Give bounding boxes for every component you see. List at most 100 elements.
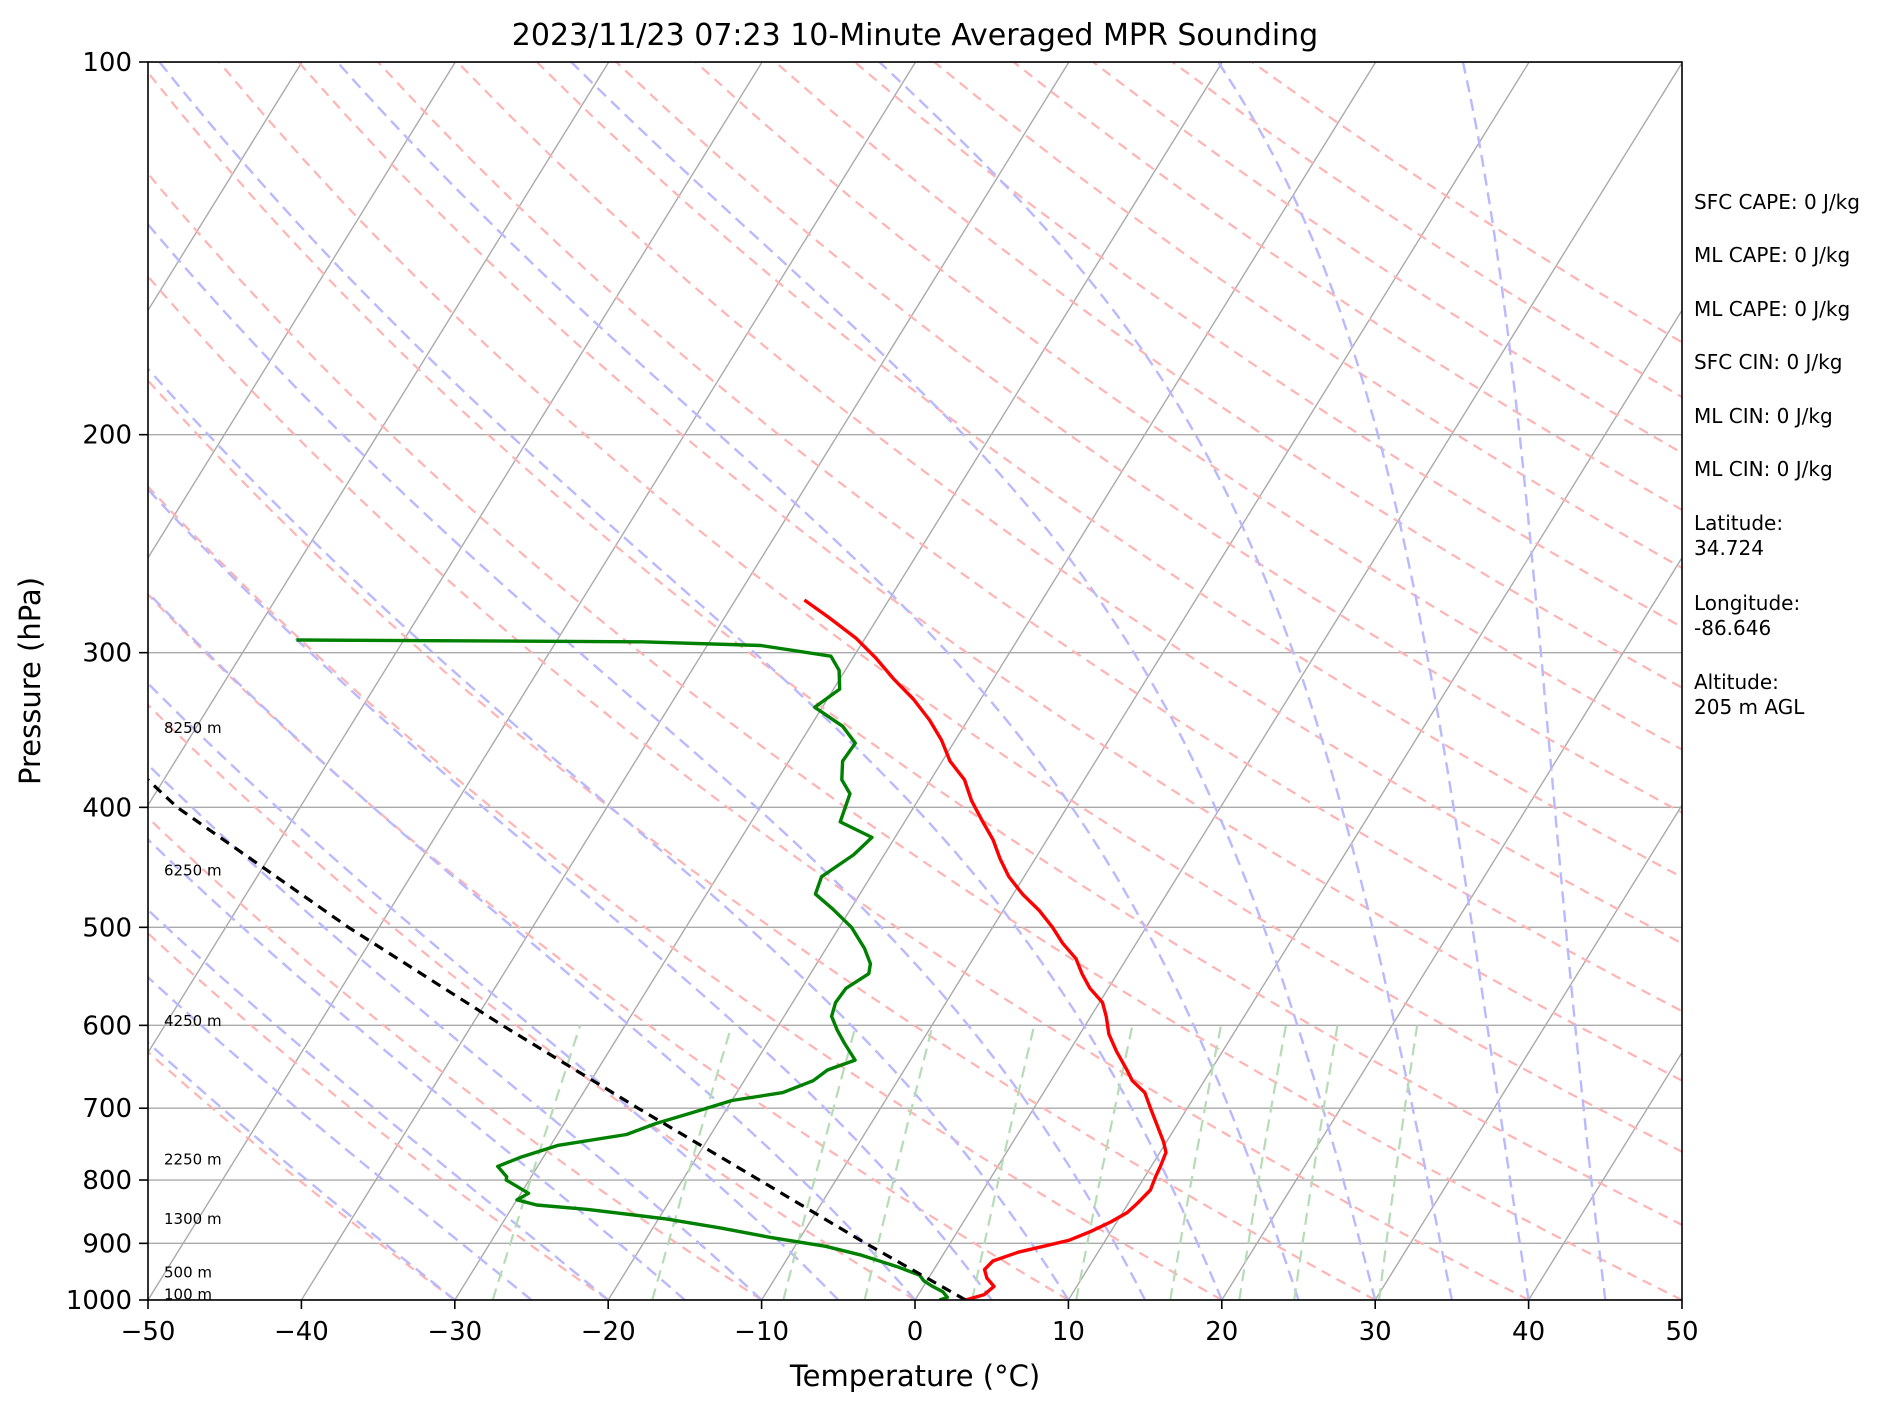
height-label: 2250 m: [164, 1150, 222, 1168]
isotherm-line: [300, 62, 1070, 1300]
info-line: Latitude:: [1694, 511, 1783, 535]
moist-adiabat-line: [1217, 62, 1530, 1300]
moist-adiabat-line: [148, 591, 916, 1300]
y-tick-label: 800: [82, 1166, 132, 1196]
moist-adiabat-line: [878, 62, 1454, 1300]
mixing-ratio-line: [1378, 1025, 1419, 1300]
isotherm-line: [148, 62, 610, 807]
y-tick-label: 1000: [66, 1286, 132, 1316]
info-line: Longitude:: [1694, 591, 1800, 615]
x-tick-label: −10: [734, 1317, 789, 1347]
moist-adiabat-line: [570, 62, 1377, 1300]
mixing-ratio-line: [651, 1025, 733, 1300]
y-tick-label: 500: [82, 913, 132, 943]
dry-adiabat-line: [148, 485, 1223, 1300]
isotherm-line: [1528, 1051, 1682, 1300]
dry-adiabat-line: [774, 62, 1682, 689]
dry-adiabat-line: [148, 70, 1682, 1227]
dewpoint-line: [296, 638, 950, 1300]
isotherm-line: [1221, 556, 1682, 1300]
moist-adiabat-line: [1461, 62, 1607, 1300]
x-tick-label: 0: [907, 1317, 924, 1347]
info-line: ML CAPE: 0 J/kg: [1694, 243, 1850, 267]
y-axis-label: Pressure (hPa): [13, 577, 47, 785]
x-tick-label: 40: [1512, 1317, 1545, 1347]
moist-adiabat-line: [148, 222, 1147, 1300]
dry-adiabat-line: [148, 171, 1682, 1300]
isotherm-line: [148, 62, 303, 312]
x-tick-label: 50: [1665, 1317, 1698, 1347]
dry-adiabat-line: [218, 62, 1682, 1153]
isotherm-line: [914, 62, 1682, 1300]
dry-adiabat-line: [148, 703, 916, 1300]
dry-adiabat-line: [148, 592, 1069, 1300]
y-axis-ticks: 1000 900 800 700 600 500 400 300 200 100: [66, 48, 148, 1316]
y-tick-label: 100: [82, 48, 132, 78]
x-tick-label: 20: [1205, 1317, 1238, 1347]
mixing-ratio-line: [1293, 1025, 1339, 1300]
x-axis-label: Temperature (°C): [789, 1359, 1040, 1393]
moist-adiabat-line: [148, 908, 609, 1300]
info-line: ML CIN: 0 J/kg: [1694, 404, 1833, 428]
info-line: 205 m AGL: [1694, 695, 1805, 719]
moist-adiabat-line: [148, 975, 533, 1300]
y-tick-label: 400: [82, 793, 132, 823]
height-label: 500 m: [164, 1263, 212, 1281]
moist-adiabat-line: [148, 763, 763, 1300]
isotherm-line: [148, 62, 456, 560]
height-labels: 100 m 500 m 1300 m 2250 m 4250 m 6250 m 8250 m: [164, 719, 222, 1304]
moist-adiabat-line: [148, 487, 993, 1300]
dry-adiabat-line: [615, 62, 1682, 814]
y-tick-label: 200: [82, 421, 132, 451]
dry-adiabat-line: [853, 62, 1682, 629]
dry-adiabat-line: [148, 1050, 456, 1300]
moist-adiabat-line: [336, 62, 1300, 1300]
mixing-ratio-line: [491, 1025, 582, 1300]
mixing-ratio-line: [1075, 1025, 1134, 1300]
isotherm-line: [607, 62, 1377, 1300]
height-label: 8250 m: [164, 719, 222, 737]
x-tick-label: −50: [121, 1317, 176, 1347]
isotherm-line: [761, 62, 1530, 1300]
x-tick-label: −40: [274, 1317, 329, 1347]
height-label: 1300 m: [164, 1210, 222, 1228]
dry-adiabat-line: [148, 816, 763, 1300]
mixing-ratio-line: [971, 1025, 1036, 1300]
height-label: 4250 m: [164, 1012, 222, 1030]
mixing-ratio-line: [1169, 1025, 1223, 1300]
info-line: Altitude:: [1694, 670, 1779, 694]
x-axis-ticks: −50 −40 −30 −20 −10 0 10 20 30 40 50: [121, 1300, 1699, 1347]
info-line: ML CAPE: 0 J/kg: [1694, 297, 1850, 321]
parcel-profile-line: [148, 777, 967, 1300]
dry-adiabat-line: [148, 379, 1376, 1300]
isotherm-line: [148, 62, 763, 1054]
mixing-ratio-line: [1238, 1025, 1288, 1300]
moist-adiabat-line: [148, 1041, 456, 1300]
height-label: 6250 m: [164, 862, 222, 880]
dry-adiabat-line: [377, 62, 1682, 1013]
mixing-ratio-line: [782, 1025, 857, 1300]
moist-adiabat-line: [148, 367, 1070, 1300]
info-line: ML CIN: 0 J/kg: [1694, 457, 1833, 481]
y-tick-label: 300: [82, 639, 132, 669]
info-line: 34.724: [1694, 536, 1764, 560]
moist-adiabat-line: [148, 837, 686, 1300]
y-tick-label: 600: [82, 1011, 132, 1041]
x-tick-label: −30: [427, 1317, 482, 1347]
mixing-ratio-line: [863, 1025, 934, 1300]
moist-adiabat-line: [148, 681, 840, 1300]
y-tick-label: 700: [82, 1094, 132, 1124]
x-tick-label: 10: [1052, 1317, 1085, 1347]
x-tick-label: −20: [581, 1317, 636, 1347]
sounding-info-panel: SFC CAPE: 0 J/kg ML CAPE: 0 J/kg ML CAPE: …: [1694, 190, 1860, 719]
moist-adiabat-line: [158, 62, 1223, 1300]
reference-grid: [148, 62, 1682, 1300]
info-line: SFC CAPE: 0 J/kg: [1694, 190, 1860, 214]
y-tick-label: 900: [82, 1229, 132, 1259]
info-line: SFC CIN: 0 J/kg: [1694, 350, 1842, 374]
height-label: 100 m: [164, 1286, 212, 1304]
isotherm-line: [1374, 803, 1682, 1300]
isotherm-line: [148, 62, 917, 1300]
isotherm-line: [1067, 308, 1682, 1300]
